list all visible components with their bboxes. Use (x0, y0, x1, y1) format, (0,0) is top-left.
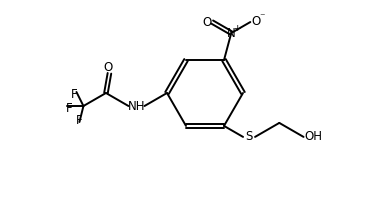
Text: O: O (203, 16, 212, 29)
Text: ⁻: ⁻ (260, 12, 265, 22)
Text: N: N (227, 27, 235, 40)
Text: F: F (66, 102, 73, 114)
Text: F: F (76, 113, 83, 127)
Text: O: O (104, 61, 113, 74)
Text: OH: OH (305, 130, 323, 143)
Text: S: S (246, 130, 253, 143)
Text: F: F (71, 88, 78, 101)
Text: NH: NH (128, 100, 145, 112)
Text: +: + (234, 24, 241, 32)
Text: O: O (252, 14, 261, 28)
